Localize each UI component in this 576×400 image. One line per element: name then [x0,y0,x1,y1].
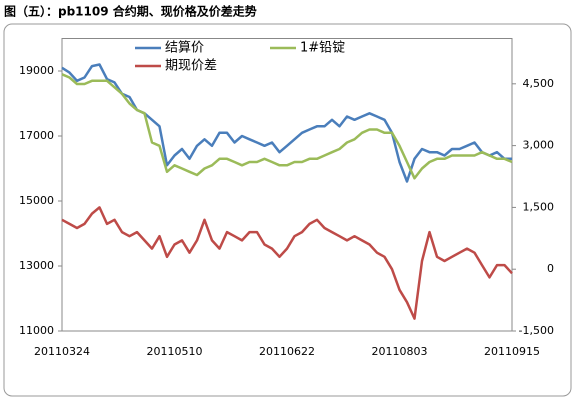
y2-tick-label: 3,000 [523,139,555,152]
x-tick-label: 20110915 [484,345,540,358]
y-tick-label: 11000 [19,324,54,337]
x-tick-label: 20110803 [372,345,428,358]
series-line [61,73,513,180]
y2-tick-label: 4,500 [523,77,555,90]
legend-label: 结算价 [165,41,204,56]
y-tick-label: 15000 [19,194,54,207]
plot-area [61,38,513,332]
chart-title: 图（五）：pb1109 合约期、现价格及价差走势 [4,4,257,19]
x-tick-label: 20110622 [259,345,315,358]
chart-frame [3,23,572,397]
x-tick-label: 20110324 [34,345,90,358]
legend-label: 1#铅锭 [300,41,345,56]
x-tick-label: 20110510 [147,345,203,358]
y-tick-label: 13000 [19,259,54,272]
y2-tick-label: 0 [547,262,554,275]
y2-tick-label: 1,500 [523,200,555,213]
series-line [61,206,513,320]
y-tick-label: 19000 [19,64,54,77]
y2-tick-label: -1,500 [519,324,554,337]
y-tick-label: 17000 [19,129,54,142]
legend-label: 期现价差 [165,59,217,74]
